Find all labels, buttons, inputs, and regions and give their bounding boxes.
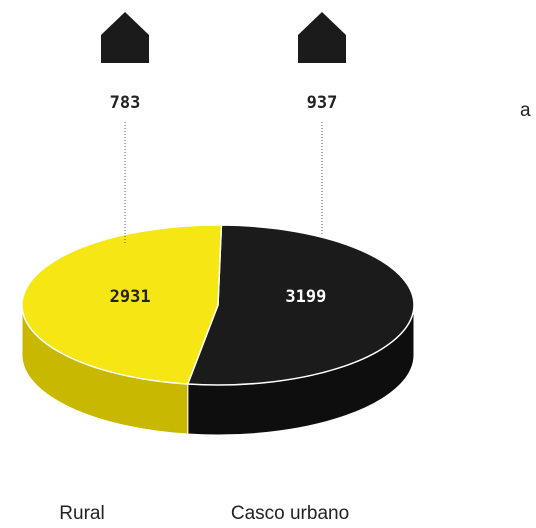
slice-label: 2931 <box>110 287 151 307</box>
house-value: 783 <box>110 93 141 113</box>
slice-label: 3199 <box>285 287 326 307</box>
house-icon <box>101 12 149 63</box>
slice <box>186 224 415 386</box>
slice <box>21 224 223 385</box>
house-icon <box>298 12 346 63</box>
house-value: 937 <box>307 93 338 113</box>
annotation: a <box>520 100 531 121</box>
legend-label: Casco urbano <box>231 503 349 524</box>
legend-label: Rural <box>59 503 104 524</box>
